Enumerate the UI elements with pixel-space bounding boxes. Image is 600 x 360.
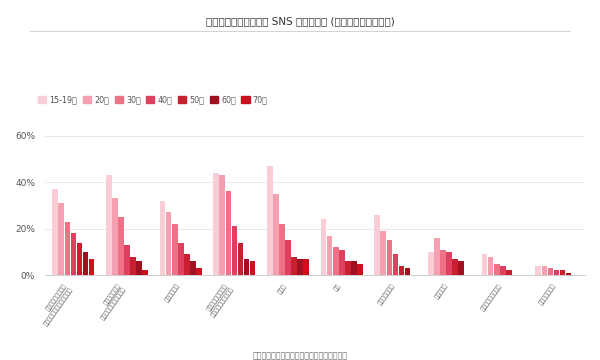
Bar: [58, 203, 64, 275]
Bar: [554, 270, 559, 275]
Bar: [142, 270, 148, 275]
Bar: [250, 261, 256, 275]
Bar: [273, 194, 279, 275]
Bar: [500, 266, 506, 275]
Bar: [71, 233, 76, 275]
Bar: [136, 261, 142, 275]
Bar: [112, 198, 118, 275]
Bar: [482, 254, 487, 275]
Bar: [178, 243, 184, 275]
Bar: [339, 249, 344, 275]
Bar: [118, 217, 124, 275]
Bar: [446, 252, 452, 275]
Bar: [566, 273, 571, 275]
Bar: [357, 264, 363, 275]
Bar: [380, 231, 386, 275]
Bar: [166, 212, 172, 275]
Bar: [345, 261, 350, 275]
Bar: [292, 257, 297, 275]
Bar: [298, 259, 303, 275]
Bar: [304, 259, 309, 275]
Bar: [321, 219, 326, 275]
Bar: [52, 189, 58, 275]
Bar: [560, 270, 565, 275]
Bar: [160, 201, 166, 275]
Bar: [244, 259, 250, 275]
Bar: [106, 175, 112, 275]
Bar: [77, 243, 82, 275]
Bar: [327, 236, 332, 275]
Bar: [226, 192, 231, 275]
Bar: [548, 268, 553, 275]
Bar: [452, 259, 458, 275]
Bar: [279, 224, 285, 275]
Bar: [440, 249, 446, 275]
Bar: [535, 266, 541, 275]
Bar: [398, 266, 404, 275]
Bar: [542, 266, 547, 275]
Bar: [214, 173, 219, 275]
Bar: [238, 243, 243, 275]
Bar: [405, 268, 410, 275]
Bar: [220, 175, 225, 275]
Text: 商材を知るきっかけが SNS である割合 (性別：女性、商材別): 商材を知るきっかけが SNS である割合 (性別：女性、商材別): [206, 16, 394, 26]
Bar: [232, 226, 237, 275]
Bar: [494, 264, 500, 275]
Bar: [434, 238, 440, 275]
Bar: [65, 222, 70, 275]
Bar: [351, 261, 356, 275]
Bar: [374, 215, 380, 275]
Bar: [428, 252, 434, 275]
Bar: [333, 247, 338, 275]
Bar: [458, 261, 464, 275]
Bar: [172, 224, 178, 275]
Bar: [124, 245, 130, 275]
Bar: [83, 252, 88, 275]
Bar: [488, 257, 493, 275]
Bar: [506, 270, 512, 275]
Bar: [386, 240, 392, 275]
Bar: [190, 261, 196, 275]
Legend: 15-19歳, 20代, 30代, 40代, 50代, 60代, 70代: 15-19歳, 20代, 30代, 40代, 50代, 60代, 70代: [38, 95, 268, 104]
Bar: [267, 166, 273, 275]
Bar: [130, 257, 136, 275]
Bar: [184, 254, 190, 275]
Text: （注）全アンケート対象者を分母とした割合: （注）全アンケート対象者を分母とした割合: [253, 351, 347, 360]
Bar: [89, 259, 94, 275]
Bar: [196, 268, 202, 275]
Bar: [392, 254, 398, 275]
Bar: [285, 240, 291, 275]
